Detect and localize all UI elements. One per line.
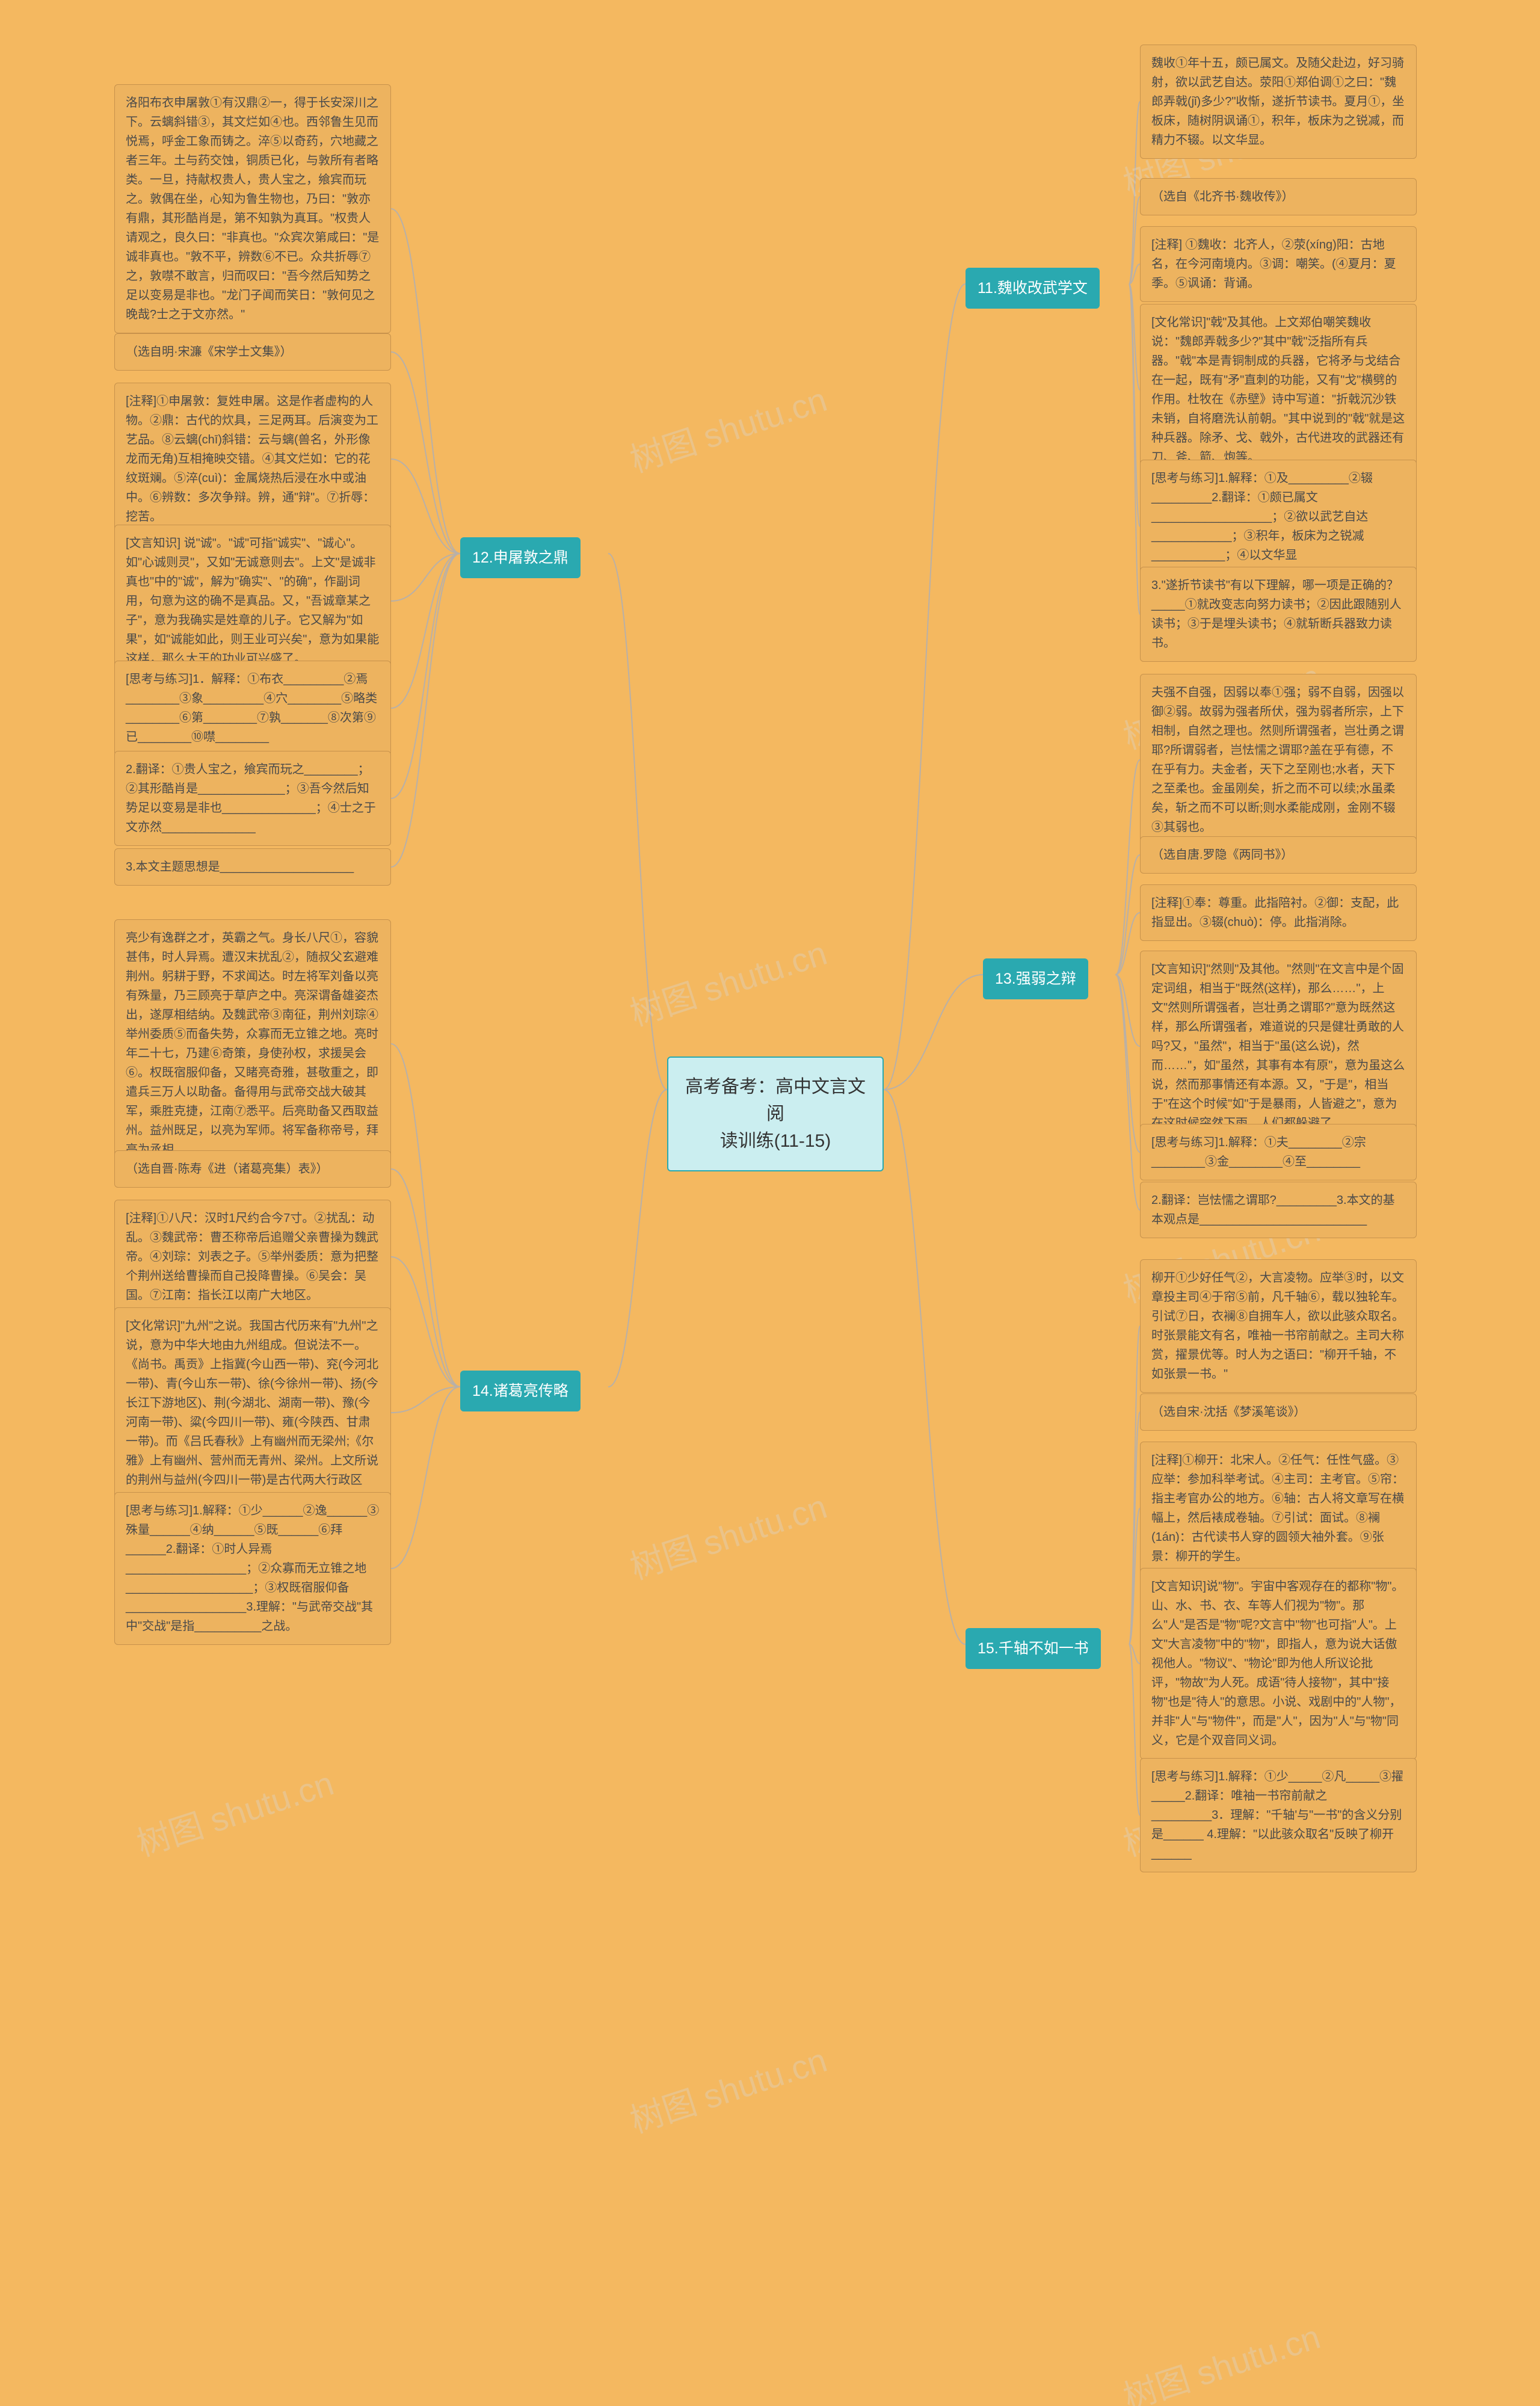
leaf-node: [注释] ①魏收：北齐人，②荥(xíng)阳：古地名，在今河南境内。③调：嘲笑。… (1140, 226, 1417, 302)
branch-node: 11.魏收改武学文 (966, 268, 1100, 309)
leaf-node: 2.翻译：①贵人宝之，飨宾而玩之________；②其形酷肖是_________… (114, 751, 391, 846)
leaf-node: 魏收①年十五，颇已属文。及随父赴边，好习骑射，欲以武艺自达。荥阳①郑伯调①之曰：… (1140, 45, 1417, 159)
leaf-node: （选自晋·陈寿《进（诸葛亮集）表》） (114, 1150, 391, 1188)
leaf-node: 夫强不自强，因弱以奉①强；弱不自弱，因强以御②弱。故弱为强者所伏，强为弱者所宗，… (1140, 674, 1417, 846)
center-node: 高考备考：高中文言文阅 读训练(11-15) (667, 1056, 884, 1171)
leaf-node: [注释]①八尺：汉时1尺约合今7寸。②扰乱：动乱。③魏武帝：曹丕称帝后追赠父亲曹… (114, 1200, 391, 1314)
branch-node: 14.诸葛亮传略 (460, 1371, 581, 1411)
mindmap-canvas: 树图 shutu.cn 树图 shutu.cn 树图 shutu.cn 树图 shut… (0, 0, 1540, 2406)
leaf-node: 柳开①少好任气②，大言凌物。应举③时，以文章投主司④于帘⑤前，凡千轴⑥，载以独轮… (1140, 1259, 1417, 1393)
leaf-node: （选自宋·沈括《梦溪笔谈》） (1140, 1393, 1417, 1431)
leaf-node: 亮少有逸群之才，英霸之气。身长八尺①，容貌甚伟，时人异焉。遭汉末扰乱②，随叔父玄… (114, 919, 391, 1168)
leaf-node: [注释]①奉：尊重。此指陪衬。②御：支配，此指显出。③辍(chuò)：停。此指消… (1140, 884, 1417, 941)
leaf-node: [文言知识] 说"诚"。"诚"可指"诚实"、"诚心"。如"心诚则灵"，又如"无诚… (114, 525, 391, 677)
leaf-node: [文言知识]说"物"。宇宙中客观存在的都称"物"。山、水、书、衣、车等人们视为"… (1140, 1568, 1417, 1759)
watermark: 树图 shutu.cn (1116, 2310, 1326, 2406)
branch-node: 15.千轴不如一书 (966, 1628, 1101, 1669)
watermark: 树图 shutu.cn (623, 927, 833, 1036)
watermark: 树图 shutu.cn (623, 2034, 833, 2143)
leaf-node: 3.本文主题思想是____________________ (114, 848, 391, 886)
leaf-node: [文言知识]"然则"及其他。"然则"在文言中是个固定词组，相当于"既然(这样)，… (1140, 951, 1417, 1142)
branch-node: 12.申屠敦之鼎 (460, 537, 581, 578)
leaf-node: （选自《北齐书·魏收传》） (1140, 178, 1417, 215)
watermark: 树图 shutu.cn (623, 1480, 833, 1590)
leaf-node: 洛阳布衣申屠敦①有汉鼎②一，得于长安深川之下。云螭斜错③，其文烂如④也。西邻鲁生… (114, 84, 391, 333)
leaf-node: 2.翻译：岂怯懦之谓耶?_________3.本文的基本观点是_________… (1140, 1182, 1417, 1238)
branch-node: 13.强弱之辩 (983, 958, 1088, 999)
leaf-node: 3."遂折节读书"有以下理解，哪一项是正确的？_____①就改变志向努力读书；②… (1140, 567, 1417, 662)
leaf-node: [思考与练习]1．解释：①布衣_________②焉________③象____… (114, 661, 391, 756)
leaf-node: [思考与练习]1.解释：①少_____②凡_____③擢_____2.翻译：唯袖… (1140, 1758, 1417, 1872)
leaf-node: [思考与练习]1.解释：①夫________②宗________③金______… (1140, 1124, 1417, 1180)
leaf-node: [文化常识]"九州"之说。我国古代历来有"九州"之说，意为中华大地由九州组成。但… (114, 1307, 391, 1518)
watermark: 树图 shutu.cn (623, 373, 833, 483)
leaf-node: [注释]①申屠敦：复姓申屠。这是作者虚构的人物。②鼎：古代的炊具，三足两耳。后演… (114, 383, 391, 535)
leaf-node: [思考与练习]1.解释：①少______②逸______③殊量______④纳_… (114, 1492, 391, 1645)
watermark: 树图 shutu.cn (130, 1757, 339, 1866)
leaf-node: （选自唐.罗隐《两同书》） (1140, 836, 1417, 874)
leaf-node: [注释]①柳开：北宋人。②任气：任性气盛。③应举：参加科举考试。④主司：主考官。… (1140, 1442, 1417, 1575)
leaf-node: （选自明·宋濂《宋学士文集》） (114, 333, 391, 371)
leaf-node: [文化常识]"戟"及其他。上文郑伯嘲笑魏收说："魏郎弄戟多少?"其中"戟"泛指所… (1140, 304, 1417, 476)
